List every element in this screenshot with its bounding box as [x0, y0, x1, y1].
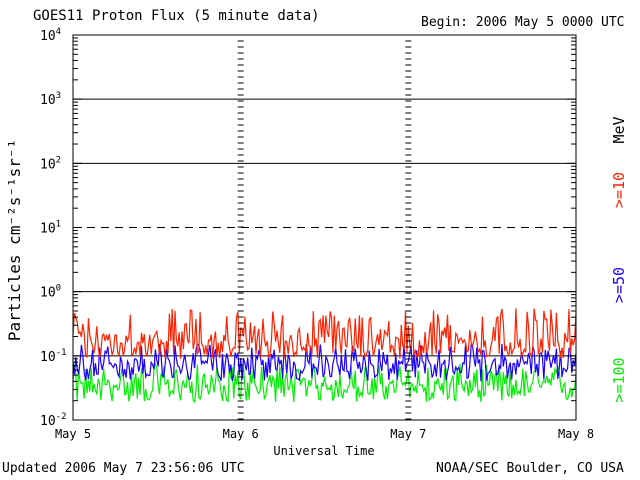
begin-time-label: Begin: 2006 May 5 0000 UTC — [421, 15, 625, 30]
data-source: NOAA/SEC Boulder, CO USA — [436, 461, 624, 476]
y-tick-label: 100 — [40, 284, 61, 301]
updated-timestamp: Updated 2006 May 7 23:56:06 UTC — [2, 461, 245, 476]
x-tick-label: May 8 — [558, 427, 594, 441]
legend-entry: >=50 — [610, 267, 628, 303]
x-axis-label: Universal Time — [273, 444, 374, 458]
y-axis-label: Particles cm⁻²s⁻¹sr⁻¹ — [5, 139, 24, 341]
series-line-50 — [72, 342, 577, 382]
y-tick-label: 102 — [40, 155, 61, 172]
y-tick-label: 10-1 — [40, 348, 67, 365]
legend-entry: >=10 — [610, 172, 628, 208]
x-tick-label: May 7 — [390, 427, 426, 441]
y-tick-label: 10-2 — [40, 412, 67, 429]
y-tick-label: 104 — [40, 27, 61, 44]
chart-title: GOES11 Proton Flux (5 minute data) — [33, 8, 320, 24]
x-tick-label: May 5 — [55, 427, 91, 441]
legend-entry: >=100 — [610, 357, 628, 402]
x-tick-label: May 6 — [223, 427, 259, 441]
y-tick-label: 103 — [40, 91, 61, 108]
legend-unit: MeV — [610, 116, 628, 143]
series-line-10 — [72, 308, 577, 359]
series-line-100 — [72, 361, 577, 404]
y-tick-label: 101 — [40, 220, 61, 237]
